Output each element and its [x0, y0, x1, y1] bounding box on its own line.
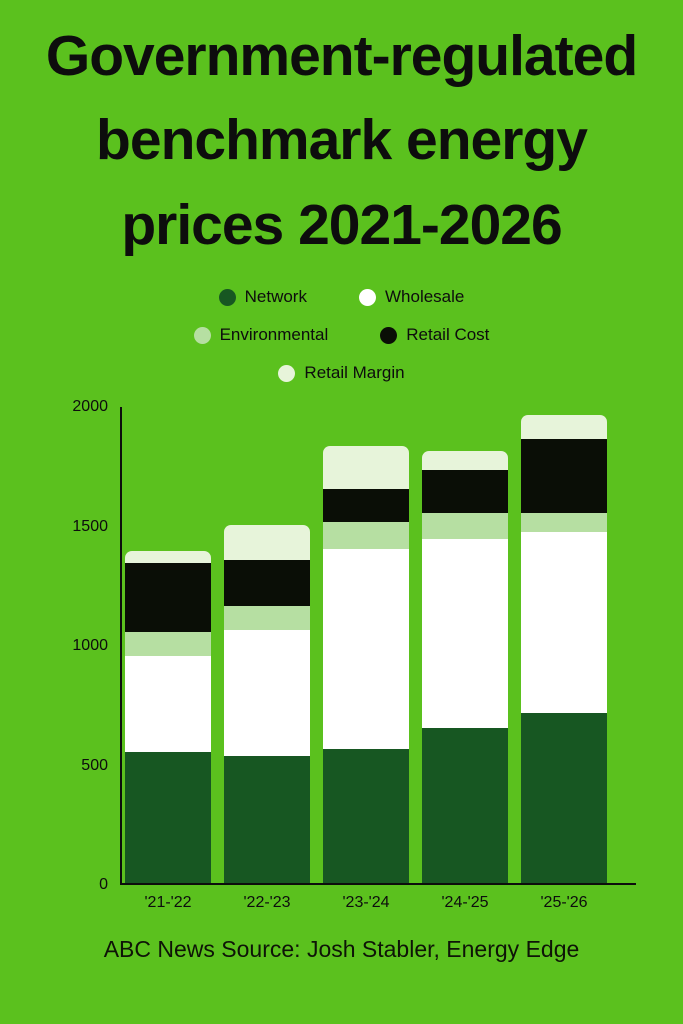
bar-segment-retail-margin [125, 550, 211, 563]
legend-swatch-icon [278, 364, 296, 382]
bar-23-24 [323, 445, 409, 884]
bar-segment-wholesale [125, 656, 211, 752]
legend-row: Environmental Retail Cost [193, 325, 489, 345]
legend-row: Retail Margin [278, 363, 405, 383]
x-tick-label: '24-'25 [441, 894, 489, 912]
legend-item-network: Network [218, 287, 307, 307]
legend-label: Environmental [219, 325, 329, 345]
title-line-3: prices 2021-2026 [121, 192, 562, 257]
title-line-2: benchmark energy [96, 108, 588, 173]
bar-segment-retail-margin [422, 450, 508, 470]
x-tick-label: '23-'24 [342, 894, 390, 912]
legend: Network Wholesale Environmental Retail Cost… [0, 287, 683, 383]
bar-segment-wholesale [521, 531, 607, 714]
bar-segment-retail-cost [521, 438, 607, 513]
bar-segment-retail-margin [323, 445, 409, 489]
bar-segment-retail-cost [224, 560, 310, 606]
y-tick-label: 1500 [72, 517, 108, 535]
x-tick-label: '25-'26 [540, 894, 588, 912]
legend-swatch-icon [358, 288, 376, 306]
y-axis: 0 500 1000 1500 2000 [58, 398, 120, 893]
bar-segment-environmental [323, 522, 409, 549]
bar-segment-environmental [224, 605, 310, 630]
legend-label: Network [244, 287, 307, 307]
legend-item-wholesale: Wholesale [358, 287, 465, 307]
bar-25-26 [521, 414, 607, 884]
plot-area [120, 407, 636, 886]
bar-21-22 [125, 550, 211, 884]
bar-segment-retail-margin [224, 524, 310, 561]
bar-22-23 [224, 524, 310, 884]
legend-item-retail-cost: Retail Cost [380, 325, 489, 345]
legend-item-environmental: Environmental [193, 325, 329, 345]
y-tick-label: 2000 [72, 398, 108, 416]
bar-segment-network [422, 727, 508, 884]
title-line-1: Government-regulated [45, 24, 638, 88]
bar-segment-network [224, 756, 310, 884]
bar-segment-network [125, 751, 211, 884]
y-tick-label: 0 [99, 876, 108, 894]
legend-label: Wholesale [384, 287, 465, 307]
plot-wrap: '21-'22 '22-'23 '23-'24 '24-'25 '25-'26 [120, 407, 636, 912]
bar-segment-network [521, 713, 607, 884]
bar-segment-wholesale [224, 629, 310, 757]
bar-segment-retail-margin [521, 414, 607, 439]
bar-segment-wholesale [323, 548, 409, 750]
legend-swatch-icon [193, 326, 211, 344]
source-attribution: ABC News Source: Josh Stabler, Energy Ed… [103, 936, 580, 963]
legend-label: Retail Margin [304, 363, 405, 383]
legend-label: Retail Cost [406, 325, 490, 345]
bar-segment-retail-cost [125, 562, 211, 633]
chart: 0 500 1000 1500 2000 '21-'22'22-'23'23-'24'2… [0, 398, 683, 912]
bar-segment-network [323, 749, 409, 884]
legend-swatch-icon [380, 326, 398, 344]
x-axis: '21-'22 '22-'23 '23-'24 '24-'25 '25-'26 [120, 894, 636, 912]
legend-row: Network Wholesale [218, 287, 465, 307]
x-tick-label: '21-'22 [144, 894, 192, 912]
y-tick-label: 500 [81, 756, 108, 774]
bar-segment-environmental [125, 632, 211, 657]
legend-item-retail-margin: Retail Margin [278, 363, 405, 383]
y-tick-label: 1000 [72, 637, 108, 655]
bar-segment-retail-cost [422, 469, 508, 513]
bar-segment-wholesale [422, 538, 508, 728]
bar-segment-environmental [422, 512, 508, 539]
page-title: Government-regulated benchmark energy pr… [0, 0, 683, 267]
bar-segment-retail-cost [323, 488, 409, 523]
x-tick-label: '22-'23 [243, 894, 291, 912]
bar-segment-environmental [521, 512, 607, 532]
legend-swatch-icon [218, 288, 236, 306]
bar-24-25 [422, 450, 508, 884]
